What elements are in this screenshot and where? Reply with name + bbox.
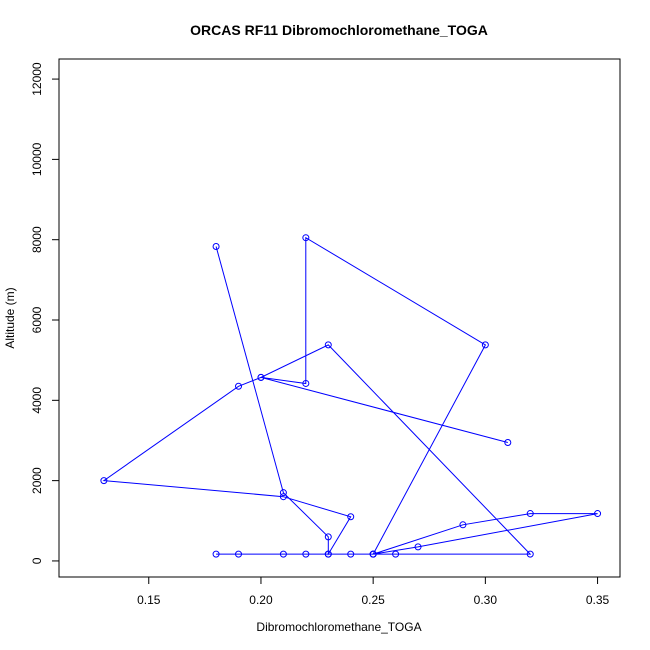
x-tick-label: 0.30 <box>474 593 498 607</box>
chart-title: ORCAS RF11 Dibromochloromethane_TOGA <box>190 22 488 38</box>
y-tick-label: 0 <box>30 557 44 564</box>
data-point <box>414 543 422 551</box>
data-point <box>235 382 243 390</box>
y-tick-label: 8000 <box>30 226 44 253</box>
data-point <box>302 379 310 387</box>
series-line <box>102 236 598 556</box>
data-point <box>302 550 310 558</box>
data-point <box>212 550 220 558</box>
x-axis-label: Dibromochloromethane_TOGA <box>256 620 421 634</box>
x-tick-label: 0.35 <box>586 593 610 607</box>
y-axis-label: Altitude (m) <box>3 287 17 348</box>
plot-area <box>58 58 621 578</box>
data-point <box>504 438 512 446</box>
data-point <box>369 550 377 558</box>
data-point <box>347 550 355 558</box>
x-tick-label: 0.25 <box>361 593 385 607</box>
data-point <box>526 550 534 558</box>
data-point <box>302 234 310 242</box>
data-point <box>324 533 332 541</box>
data-point <box>100 477 108 485</box>
data-point <box>257 373 265 381</box>
x-tick-label: 0.20 <box>249 593 273 607</box>
data-point <box>235 550 243 558</box>
y-axis: 0 2000 4000 6000 8000 10000 12000 <box>30 62 60 564</box>
y-tick-label: 4000 <box>30 387 44 414</box>
data-point <box>212 243 220 251</box>
series-layer <box>100 234 602 558</box>
x-tick-label: 0.15 <box>137 593 161 607</box>
y-tick-label: 10000 <box>30 142 44 176</box>
y-tick-label: 2000 <box>30 467 44 494</box>
data-point <box>459 521 467 529</box>
data-point <box>324 550 332 558</box>
data-point <box>392 550 400 558</box>
data-point <box>594 510 602 518</box>
data-point <box>279 493 287 501</box>
data-point <box>347 513 355 521</box>
data-point <box>324 341 332 349</box>
x-axis: 0.15 0.20 0.25 0.30 0.35 <box>137 576 610 607</box>
y-tick-label: 6000 <box>30 306 44 333</box>
data-point <box>279 489 287 497</box>
data-point <box>481 341 489 349</box>
y-tick-label: 12000 <box>30 62 44 96</box>
data-point <box>279 550 287 558</box>
data-point <box>526 510 534 518</box>
